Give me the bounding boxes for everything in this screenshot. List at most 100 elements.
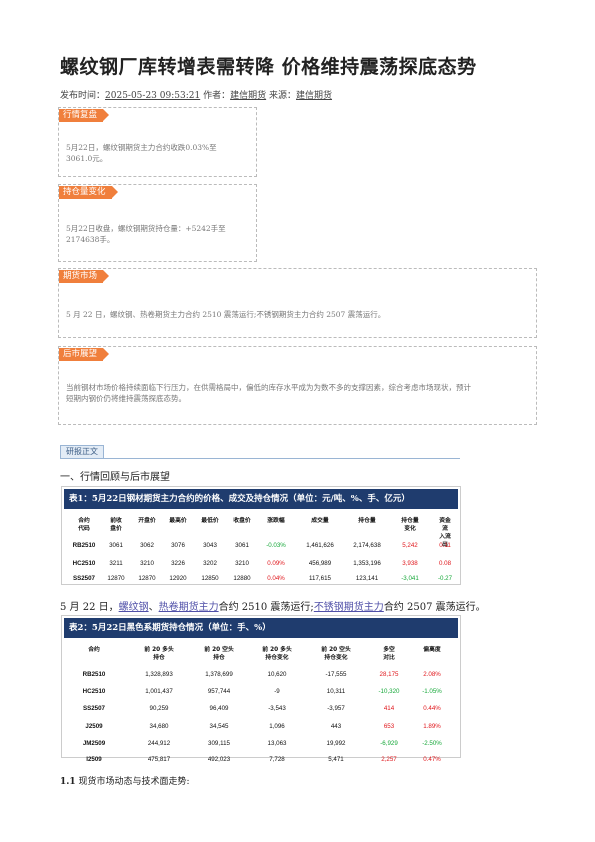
table-cell: 1,461,626	[306, 542, 334, 549]
table-cell: 12850	[201, 575, 219, 582]
table-cell: I2509	[86, 756, 102, 763]
table-cell: 5,242	[402, 542, 418, 549]
table-cell: 3076	[171, 542, 185, 549]
heading-text: 现货市场动态与技术面走势:	[78, 777, 190, 787]
table-cell: 34,680	[149, 723, 169, 730]
section-tag: 持仓量变化	[59, 186, 117, 199]
table-cell: SS2507	[82, 705, 106, 712]
table-cell: 3211	[109, 560, 123, 567]
article-meta: 发布时间：2025-05-23 09:53:21 作者：建信期货 来源：建信期货	[60, 88, 332, 101]
table-cell: 492,023	[207, 756, 231, 763]
section-line: 2174638手。	[66, 235, 115, 244]
table-cell: 2.08%	[423, 671, 441, 678]
table-cell: 1,001,437	[145, 688, 173, 695]
table-black-futures-positions: 表2：5月22日黑色系期货持仓情况（单位：手、%） 合约 前 20 多头 持仓 前 2…	[61, 615, 461, 763]
table-header-cell: 最高价	[169, 518, 187, 524]
article-title: 螺纹钢厂库转增表需转降 价格维持震荡探底态势	[60, 56, 477, 78]
table-cell: 123,141	[355, 575, 379, 582]
sentence-text: 合约 2507 震荡运行。	[383, 602, 486, 613]
table-cell: 3043	[203, 542, 217, 549]
table-cell: -9	[274, 688, 280, 695]
table-header-cell: 资金流 入流出	[439, 518, 451, 548]
table-title: 表2：5月22日黑色系期货持仓情况（单位：手、%）	[64, 618, 458, 638]
section-line: 3061.0元。	[66, 154, 108, 163]
section-tag: 后市展望	[59, 348, 110, 361]
table-cell: 1,328,893	[145, 671, 173, 678]
table-cell: 456,989	[308, 560, 332, 567]
hot-coil-link[interactable]: 热卷期货主力	[158, 602, 219, 613]
table-cell: 0.08	[438, 560, 452, 567]
table-header-cell: 成交量	[311, 518, 329, 524]
section-line: 短期内钢价仍将维持震荡探底态势。	[66, 394, 186, 403]
table-cell: 10,311	[326, 688, 346, 695]
stainless-link[interactable]: 不锈钢期货主力	[313, 602, 384, 613]
report-body-label: 研报正文	[60, 445, 104, 459]
table-cell: -3,543	[268, 705, 286, 712]
table-cell: 34,545	[209, 723, 229, 730]
divider	[60, 458, 460, 459]
table-cell: -17,555	[325, 671, 347, 678]
table-cell: 3226	[171, 560, 185, 567]
table-cell: J2509	[85, 723, 103, 730]
table-header-cell: 前 20 多头 持仓	[144, 647, 174, 661]
summary-box-market-review: 行情复盘 5月22日，螺纹钢期货主力合约收跌0.03%至 3061.0元。	[58, 107, 257, 177]
table-cell: 3062	[140, 542, 154, 549]
heading-section-1: 一、行情回顾与后市展望	[60, 472, 170, 483]
heading-section-1-1: 1.1 现货市场动态与技术面走势:	[60, 774, 190, 787]
sentence-text: 合约 2510 震荡运行;	[218, 602, 314, 613]
table-cell: -10,320	[378, 688, 400, 695]
table-cell: 12870	[107, 575, 125, 582]
table-cell: -6,929	[380, 740, 398, 747]
table-cell: 0.44%	[423, 705, 441, 712]
summary-box-open-interest: 持仓量变化 5月22日收盘，螺纹钢期货持仓量：+5242手至 2174638手。	[58, 184, 257, 262]
summary-box-futures-market: 期货市场 5 月 22 日，螺纹钢、热卷期货主力合约 2510 震荡运行;不锈钢…	[58, 268, 537, 338]
table-header-cell: 开盘价	[138, 518, 156, 524]
table-header-cell: 多空 对比	[383, 647, 395, 661]
table-cell: 19,992	[326, 740, 346, 747]
table-cell: SS2507	[72, 575, 96, 582]
sentence-text: 5 月 22 日，	[60, 602, 119, 613]
author-name[interactable]: 建信期货	[230, 91, 267, 101]
table-cell: 5,471	[328, 756, 344, 763]
table-cell: 0.04%	[267, 575, 285, 582]
table-cell: 12870	[138, 575, 156, 582]
section-line: 5月22日收盘，螺纹钢期货持仓量：+5242手至	[66, 224, 226, 233]
table-cell: 1,353,196	[353, 560, 381, 567]
table-header-cell: 最低价	[201, 518, 219, 524]
table-header-cell: 涨跌幅	[267, 518, 285, 524]
table-cell: 3061	[109, 542, 123, 549]
table-cell: 475,817	[147, 756, 171, 763]
table-header-cell: 持仓量	[358, 518, 376, 524]
table-steel-futures: 表1：5月22日钢材期货主力合约的价格、成交及持仓情况（单位：元/吨、%、手、亿…	[61, 486, 461, 585]
rebar-link[interactable]: 螺纹钢	[118, 602, 149, 613]
table-cell: 3,938	[402, 560, 418, 567]
section-line: 5 月 22 日，螺纹钢、热卷期货主力合约 2510 震荡运行;不锈钢期货主力合…	[66, 310, 386, 319]
table-cell: 0.11	[439, 542, 451, 549]
table-cell: 96,409	[209, 705, 229, 712]
source-label: 来源：	[268, 91, 296, 101]
table-header-cell: 前收 盘价	[110, 518, 122, 532]
table-cell: -0.03%	[266, 542, 286, 549]
table-cell: HC2510	[72, 560, 96, 567]
table-cell: -0.27	[437, 575, 453, 582]
table-cell: 957,744	[207, 688, 231, 695]
table-cell: 1,378,699	[205, 671, 233, 678]
table-cell: 3210	[235, 560, 249, 567]
table-cell: 0.09%	[267, 560, 285, 567]
source-name[interactable]: 建信期货	[296, 91, 333, 101]
table-header-cell: 偏离度	[423, 647, 441, 653]
table-cell: 244,912	[147, 740, 171, 747]
table-header-cell: 合约	[88, 647, 100, 653]
table-cell: 1,096	[269, 723, 285, 730]
publish-label: 发布时间：	[60, 91, 106, 101]
table-cell: 414	[383, 705, 395, 712]
table-cell: 90,259	[149, 705, 169, 712]
summary-box-outlook: 后市展望 当前钢材市场价格持续面临下行压力，在供需格局中，偏低的库存水平成为为数…	[58, 346, 537, 425]
table-title: 表1：5月22日钢材期货主力合约的价格、成交及持仓情况（单位：元/吨、%、手、亿…	[64, 489, 458, 509]
table-cell: 3210	[140, 560, 154, 567]
publish-time: 2025-05-23 09:53:21	[105, 91, 201, 101]
table-cell: 443	[330, 723, 342, 730]
table-cell: -3,957	[327, 705, 345, 712]
section-line: 5月22日，螺纹钢期货主力合约收跌0.03%至	[66, 143, 217, 152]
table-cell: 12920	[169, 575, 187, 582]
